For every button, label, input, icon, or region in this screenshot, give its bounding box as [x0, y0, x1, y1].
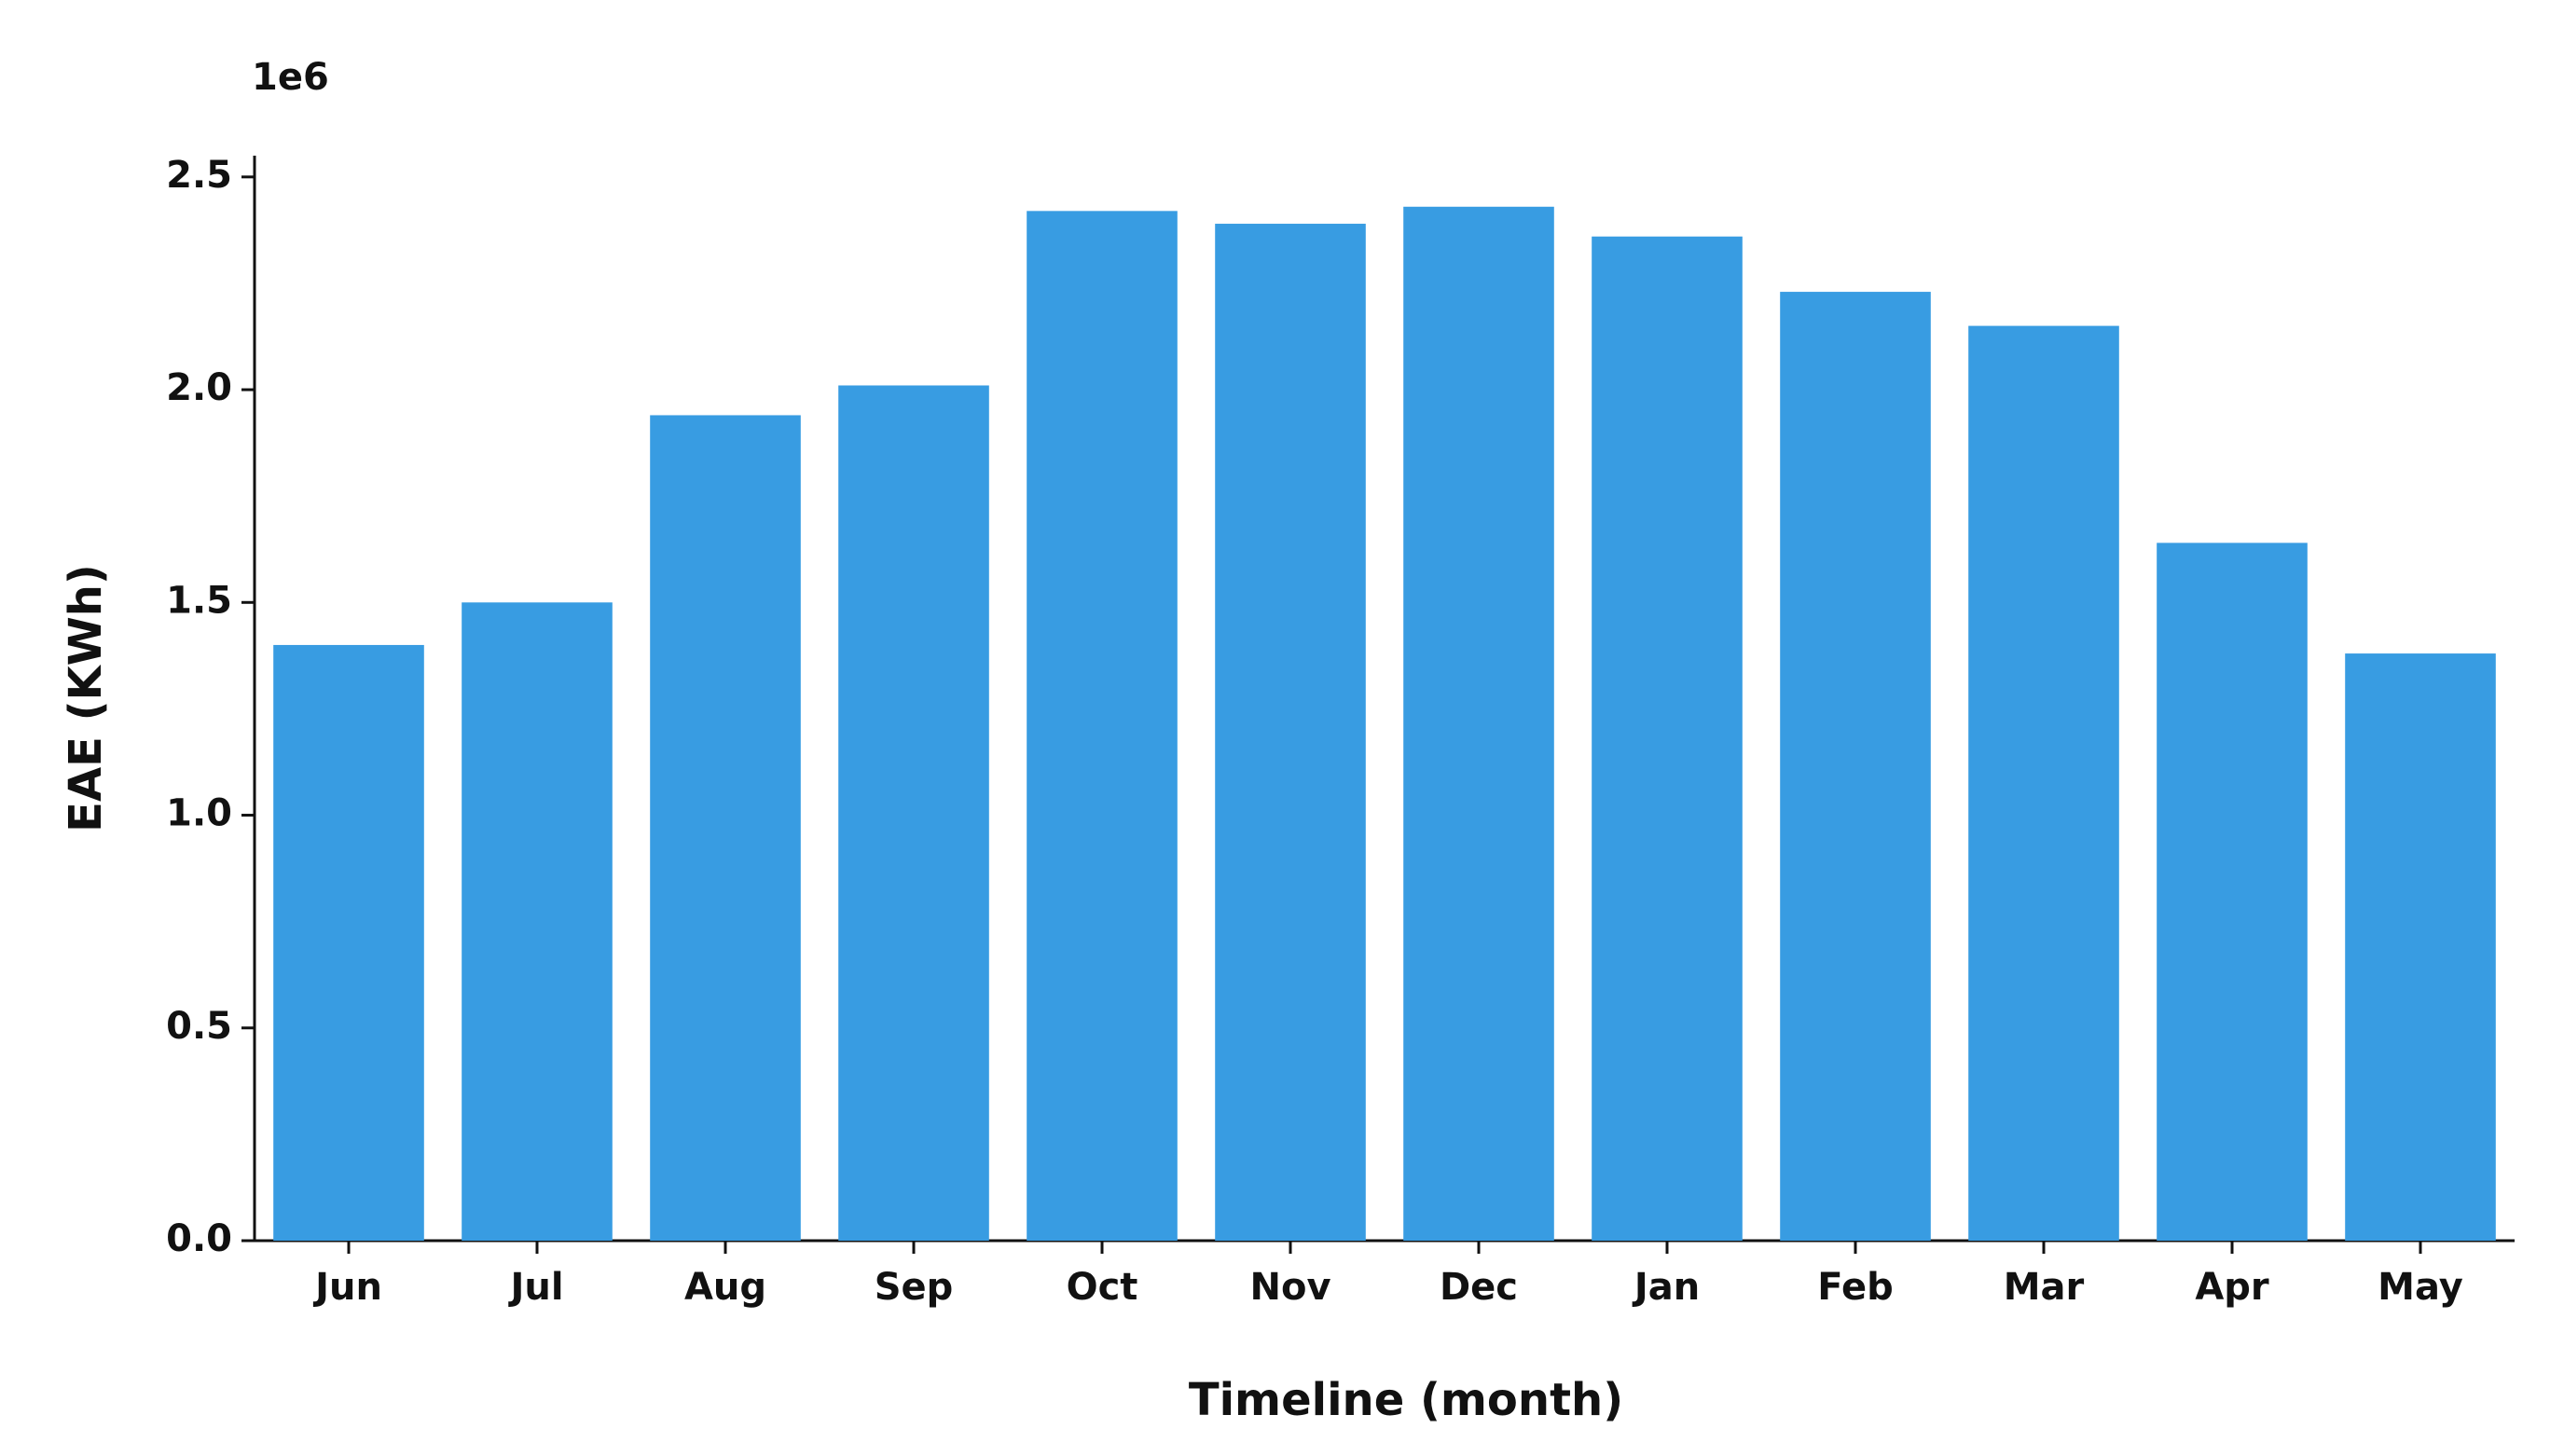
bar [273, 644, 424, 1241]
y-tick-label: 2.5 [166, 154, 232, 197]
x-tick-label: Jun [312, 1266, 382, 1309]
y-tick-label: 1.0 [166, 792, 232, 835]
bar [2345, 653, 2496, 1241]
bar [1027, 211, 1178, 1241]
y-tick-label: 0.5 [166, 1005, 232, 1048]
x-tick-label: Sep [875, 1266, 954, 1309]
x-tick-label: Apr [2195, 1266, 2269, 1309]
x-tick-label: Aug [684, 1266, 766, 1309]
x-tick-label: Nov [1249, 1266, 1330, 1309]
bar [2157, 543, 2308, 1241]
bar [1780, 292, 1931, 1242]
offset-label: 1e6 [252, 56, 329, 99]
bar [1592, 236, 1743, 1242]
x-tick-label: Jul [507, 1266, 563, 1309]
x-tick-label: Feb [1817, 1266, 1893, 1309]
y-tick-label: 1.5 [166, 579, 232, 622]
y-tick-label: 2.0 [166, 366, 232, 409]
x-tick-label: Mar [2004, 1266, 2085, 1309]
x-tick-label: May [2378, 1266, 2463, 1309]
x-tick-label: Oct [1067, 1266, 1138, 1309]
x-tick-label: Jan [1632, 1266, 1700, 1309]
bar [1403, 206, 1554, 1241]
bar [1215, 224, 1366, 1242]
x-tick-label: Dec [1440, 1266, 1518, 1309]
bar [838, 385, 989, 1241]
x-axis-label: Timeline (month) [1189, 1374, 1623, 1426]
y-tick-label: 0.0 [166, 1217, 232, 1260]
bar [650, 415, 801, 1242]
bar [1968, 325, 2119, 1241]
y-axis-label: EAE (KWh) [60, 564, 112, 832]
bar [462, 602, 613, 1241]
